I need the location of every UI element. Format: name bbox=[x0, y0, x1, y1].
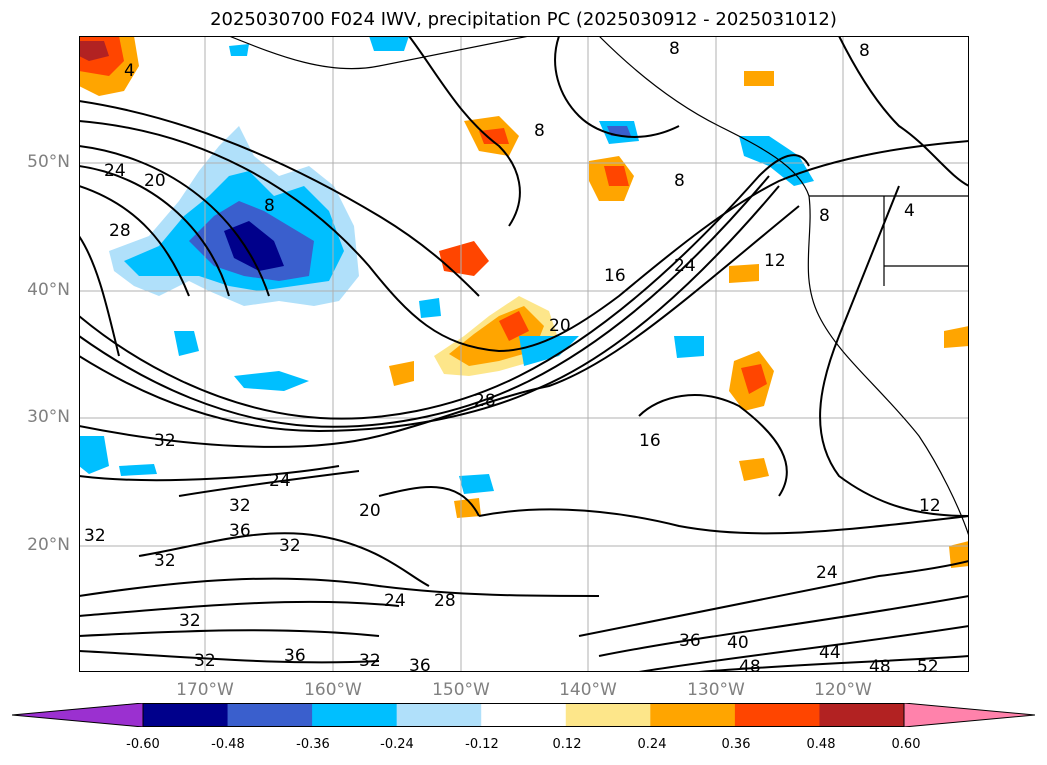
colorbar-segment bbox=[227, 703, 313, 727]
contour-label: 28 bbox=[474, 391, 496, 411]
map-svg: 4 24 20 28 8 16 24 12 8 8 8 8 8 20 28 16… bbox=[79, 36, 969, 672]
contour-label: 40 bbox=[727, 633, 749, 653]
contour-label: 16 bbox=[604, 266, 626, 286]
contour-label: 20 bbox=[359, 501, 381, 521]
lat-label-30n: 30°N bbox=[27, 407, 70, 427]
colorbar-segment bbox=[565, 703, 651, 727]
colorbar-tick: 0.60 bbox=[891, 737, 921, 752]
colorbar-tick: -0.24 bbox=[380, 737, 414, 752]
contour-label: 48 bbox=[869, 657, 891, 672]
colorbar-segment bbox=[734, 703, 820, 727]
colorbar-segment bbox=[396, 703, 482, 727]
contour-label: 48 bbox=[739, 657, 761, 672]
lat-label-50n: 50°N bbox=[27, 152, 70, 172]
figure-title: 2025030700 F024 IWV, precipitation PC (2… bbox=[210, 9, 837, 30]
contour-label: 8 bbox=[669, 39, 680, 59]
contour-label: 32 bbox=[179, 611, 201, 631]
colorbar-tick: -0.12 bbox=[465, 737, 499, 752]
contour-label: 24 bbox=[674, 256, 696, 276]
colorbar-segment bbox=[481, 703, 567, 727]
contour-label: 20 bbox=[144, 171, 166, 191]
contour-label: 24 bbox=[269, 471, 291, 491]
colorbar-segment bbox=[819, 703, 905, 727]
contour-label: 12 bbox=[764, 251, 786, 271]
lon-label-160w: 160°W bbox=[304, 680, 362, 700]
contour-label: 32 bbox=[229, 496, 251, 516]
contour-label: 28 bbox=[109, 221, 131, 241]
map-panel: 4 24 20 28 8 16 24 12 8 8 8 8 8 20 28 16… bbox=[79, 36, 969, 672]
colorbar-segment bbox=[650, 703, 736, 727]
contour-label: 8 bbox=[534, 121, 545, 141]
contour-label: 44 bbox=[819, 643, 841, 663]
contour-label: 32 bbox=[84, 526, 106, 546]
contour-label: 16 bbox=[639, 431, 661, 451]
lon-label-120w: 120°W bbox=[814, 680, 872, 700]
lon-label-140w: 140°W bbox=[559, 680, 617, 700]
lat-label-40n: 40°N bbox=[27, 280, 70, 300]
contour-label: 8 bbox=[819, 206, 830, 226]
contour-label: 36 bbox=[409, 656, 431, 672]
contour-label: 32 bbox=[359, 651, 381, 671]
contour-label: 8 bbox=[674, 171, 685, 191]
contour-label: 28 bbox=[434, 591, 456, 611]
colorbar-tick: -0.48 bbox=[211, 737, 245, 752]
contour-label: 12 bbox=[919, 496, 941, 516]
colorbar-tick: 0.48 bbox=[806, 737, 836, 752]
contour-label: 36 bbox=[679, 631, 701, 651]
contour-label: 4 bbox=[124, 61, 135, 81]
colorbar-segment bbox=[143, 703, 229, 727]
colorbar-segment bbox=[312, 703, 398, 727]
colorbar-tick: -0.36 bbox=[296, 737, 330, 752]
contour-label: 32 bbox=[194, 651, 216, 671]
map-frame bbox=[79, 36, 969, 672]
contour-label: 36 bbox=[284, 646, 306, 666]
colorbar-tick: -0.60 bbox=[126, 737, 160, 752]
colorbar-tick: 0.12 bbox=[552, 737, 582, 752]
contour-label: 24 bbox=[816, 563, 838, 583]
contour-label: 8 bbox=[859, 41, 870, 61]
colorbar-extend-high bbox=[903, 702, 1036, 728]
contour-label: 8 bbox=[264, 196, 275, 216]
lat-label-20n: 20°N bbox=[27, 535, 70, 555]
contour-labels: 4 24 20 28 8 16 24 12 8 8 8 8 8 20 28 16… bbox=[84, 39, 941, 672]
contour-label: 36 bbox=[229, 521, 251, 541]
contour-label: 24 bbox=[384, 591, 406, 611]
contour-label: 24 bbox=[104, 161, 126, 181]
contour-label: 20 bbox=[549, 316, 571, 336]
lon-label-150w: 150°W bbox=[432, 680, 490, 700]
colorbar-svg bbox=[11, 702, 1036, 728]
lon-label-170w: 170°W bbox=[176, 680, 234, 700]
colorbar-tick: 0.24 bbox=[637, 737, 667, 752]
contour-label: 32 bbox=[279, 536, 301, 556]
precip-shading bbox=[79, 36, 969, 568]
contour-label: 52 bbox=[917, 657, 939, 672]
colorbar-tick: 0.36 bbox=[721, 737, 751, 752]
contour-label: 32 bbox=[154, 551, 176, 571]
coastline bbox=[228, 36, 969, 537]
iwv-contours bbox=[79, 36, 969, 672]
lon-label-130w: 130°W bbox=[687, 680, 745, 700]
colorbar-extend-low bbox=[11, 702, 144, 728]
contour-label: 4 bbox=[904, 201, 915, 221]
colorbar bbox=[11, 702, 1036, 728]
contour-label: 32 bbox=[154, 431, 176, 451]
